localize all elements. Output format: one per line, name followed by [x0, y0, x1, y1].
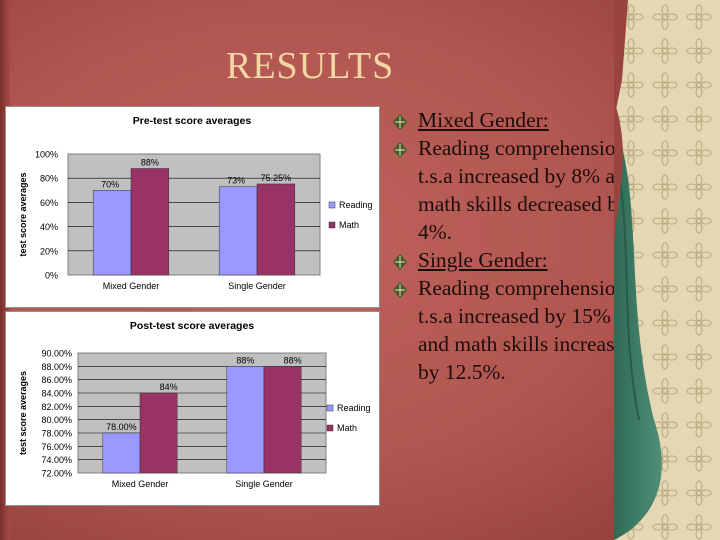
legend-swatch: [328, 221, 336, 229]
y-tick-label: 80.00%: [41, 415, 72, 425]
bar-math: [139, 392, 178, 474]
bullet-item: Mixed Gender:: [392, 106, 642, 134]
chart-title: Post-test score averages: [130, 320, 254, 332]
data-label: 88%: [284, 355, 302, 365]
x-tick-label: Single Gender: [235, 479, 293, 489]
pre-test-chart-svg: Pre-test score averages 0% 20% 40% 60% 80% 100…: [18, 115, 373, 291]
leaf-bullet-icon: [393, 282, 407, 298]
chart-title: Pre-test score averages: [133, 115, 252, 127]
y-tick-label: 78.00%: [41, 429, 72, 439]
bullet-list: Mixed Gender: Reading comprehension t.s.…: [392, 106, 642, 386]
data-label: 78.00%: [106, 422, 137, 432]
y-tick-label: 84.00%: [41, 389, 72, 399]
y-tick-label: 80%: [40, 174, 58, 184]
bullet-item: Reading comprehension t.s.a increased by…: [392, 134, 642, 246]
slide-title: RESULTS: [226, 45, 395, 87]
post-test-chart: Post-test score averages 72.00% 74.00% 76.0…: [5, 311, 380, 506]
legend-label: Math: [339, 220, 359, 230]
bullet-text: Reading comprehension t.s.a increased by…: [418, 276, 635, 384]
y-tick-label: 60%: [40, 198, 58, 208]
data-label: 73%: [227, 176, 245, 186]
leaf-bullet-icon: [393, 254, 407, 270]
pre-test-chart: Pre-test score averages 0% 20% 40% 60% 80% 100…: [5, 106, 380, 308]
leaf-bullet-icon: [393, 114, 407, 130]
bar-math: [256, 183, 296, 276]
y-tick-label: 86.00%: [41, 375, 72, 385]
data-label: 88%: [236, 355, 254, 365]
x-tick-label: Mixed Gender: [112, 479, 169, 489]
x-tick-label: Mixed Gender: [103, 281, 160, 291]
y-tick-label: 40%: [40, 222, 58, 232]
y-axis-label: test score averages: [18, 172, 28, 256]
bar-reading: [92, 190, 132, 276]
bar-reading: [102, 432, 141, 474]
data-label: 75.25%: [261, 173, 292, 183]
legend-swatch: [328, 201, 336, 209]
legend-label: Math: [337, 423, 357, 433]
bullet-text: Single Gender:: [418, 248, 548, 272]
post-test-chart-svg: Post-test score averages 72.00% 74.00% 76.0…: [18, 320, 371, 489]
decorative-pattern-panel: [614, 0, 720, 540]
x-tick-label: Single Gender: [228, 281, 286, 291]
legend-label: Reading: [337, 403, 371, 413]
y-tick-label: 100%: [35, 150, 58, 160]
bullet-text: Reading comprehension t.s.a increased by…: [418, 136, 637, 244]
leaf-bullet-icon: [393, 142, 407, 158]
y-tick-label: 76.00%: [41, 442, 72, 452]
y-tick-label: 88.00%: [41, 362, 72, 372]
bar-math: [263, 366, 302, 474]
y-tick-label: 82.00%: [41, 402, 72, 412]
y-tick-label: 72.00%: [41, 469, 72, 479]
y-tick-label: 90.00%: [41, 349, 72, 359]
legend-swatch: [326, 424, 334, 432]
bar-reading: [226, 366, 265, 474]
legend-label: Reading: [339, 200, 373, 210]
bullet-item: Reading comprehension t.s.a increased by…: [392, 274, 642, 386]
legend-swatch: [326, 404, 334, 412]
y-axis-label: test score averages: [18, 371, 28, 455]
bullet-text: Mixed Gender:: [418, 108, 549, 132]
data-label: 84%: [160, 382, 178, 392]
y-tick-label: 74.00%: [41, 455, 72, 465]
y-tick-label: 0%: [45, 271, 58, 281]
bullet-item: Single Gender:: [392, 246, 642, 274]
y-tick-label: 20%: [40, 246, 58, 256]
bar-reading: [218, 186, 258, 276]
data-label: 70%: [101, 179, 119, 189]
bar-math: [130, 168, 170, 276]
data-label: 88%: [141, 158, 159, 168]
